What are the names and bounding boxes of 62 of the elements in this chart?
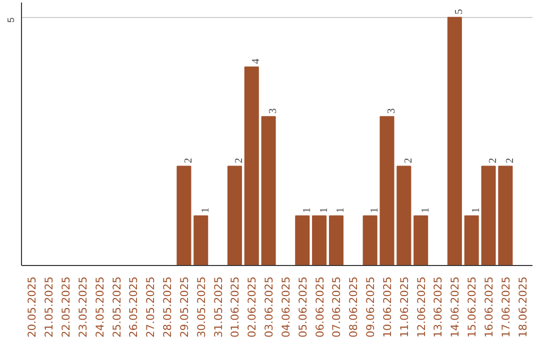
x-tick-label: 04.06.2025 [279,276,292,338]
data-label: 2 [183,158,194,164]
x-tick-label: 16.06.2025 [482,276,496,338]
bar [312,215,327,266]
data-label: 2 [403,158,414,164]
data-label: 2 [488,158,500,164]
x-tick-label: 10.06.2025 [380,276,394,338]
x-tick-label: 21.05.2025 [42,276,56,338]
x-tick-label: 29.05.2025 [178,276,191,338]
x-tick-label: 28.05.2025 [161,276,174,338]
bar [481,166,496,266]
x-tick-label: 15.06.2025 [466,276,479,338]
x-tick-label: 26.05.2025 [127,276,140,338]
bar [295,215,310,266]
x-tick-label: 08.06.2025 [347,276,360,338]
bar [328,215,344,266]
bar [447,16,462,266]
x-tick-label: 03.06.2025 [262,276,276,338]
bar [261,116,276,266]
x-tick-label: 22.05.2025 [59,276,72,338]
data-label: 5 [454,9,466,14]
x-tick-label: 17.06.2025 [499,276,512,338]
x-tick-label: 24.05.2025 [93,276,106,338]
bar [244,66,259,266]
data-label: 1 [200,208,212,213]
x-tick-label: 23.05.2025 [76,276,90,338]
data-label: 4 [251,58,262,64]
x-tick-label: 06.06.2025 [313,276,326,338]
bar [227,166,242,266]
data-label: 1 [336,208,347,213]
bar [498,166,513,266]
data-label: 3 [386,108,398,114]
data-label: 2 [504,158,516,164]
data-label: 1 [471,208,482,213]
x-tick-label: 27.05.2025 [144,276,158,338]
x-tick-label: 11.06.2025 [398,276,411,338]
x-tick-label: 18.06.2025 [516,276,530,338]
x-tick-label: 13.06.2025 [432,276,445,338]
x-tick-label: 09.06.2025 [364,276,378,338]
data-label: 1 [420,208,432,213]
data-label: 1 [370,208,381,213]
bar [464,215,479,266]
x-tick-label: 20.05.2025 [26,276,39,338]
data-label: 1 [318,208,330,213]
data-label: 2 [234,158,246,164]
bar [362,215,378,266]
x-tick-label: 31.05.2025 [212,276,225,338]
bar [194,215,208,266]
x-tick-label: 01.06.2025 [228,276,242,338]
bar [414,215,428,266]
data-label: 1 [302,208,313,213]
x-tick-label: 02.06.2025 [246,276,259,338]
bar [380,116,394,266]
bar [176,166,192,266]
x-tick-label: 30.05.2025 [194,276,208,338]
bar [396,166,412,266]
x-tick-label: 14.06.2025 [448,276,462,338]
data-label: 3 [268,108,280,114]
x-tick-label: 25.05.2025 [110,276,124,338]
x-tick-label: 05.06.2025 [296,276,310,338]
x-tick-label: 12.06.2025 [414,276,428,338]
x-tick-label: 07.06.2025 [330,276,344,338]
